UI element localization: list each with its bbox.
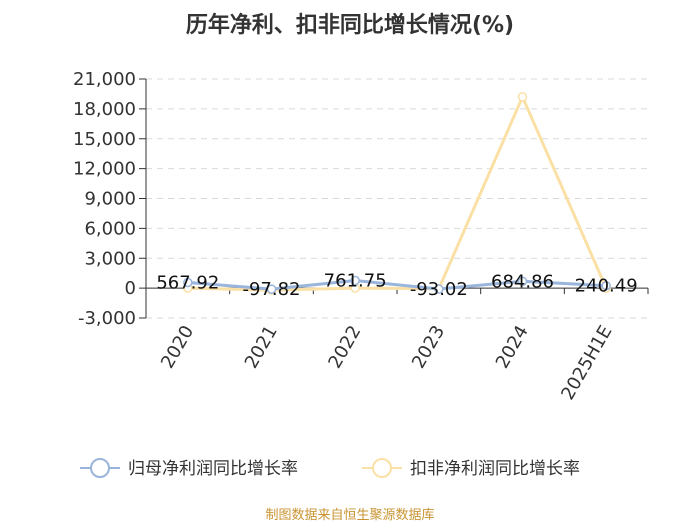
legend-item-series2[interactable]: 扣非净利润同比增长率 <box>362 458 580 479</box>
x-tick-label: 2025H1E <box>557 322 616 404</box>
series-point-1 <box>601 280 611 291</box>
x-axis-ticks: 2020 2021 2022 2023 2024 2025H1E <box>145 288 649 404</box>
y-tick-label: 3,000 <box>84 248 136 269</box>
series-point-1 <box>183 277 193 288</box>
series-point-2 <box>517 92 528 102</box>
y-tick-label: 18,000 <box>73 99 136 120</box>
series-point-1 <box>266 284 277 294</box>
data-label: 240.49 <box>575 276 638 297</box>
grid <box>146 78 648 319</box>
x-tick-label: 2021 <box>241 322 282 372</box>
chart-title: 历年净利、扣非同比增长情况(%) <box>186 12 514 38</box>
axes <box>145 79 648 318</box>
series-point-1 <box>350 275 360 286</box>
x-tick-label: 2020 <box>157 322 198 372</box>
legend-marker-icon <box>372 458 392 478</box>
x-tick-label: 2024 <box>492 322 533 372</box>
data-label: -93.02 <box>410 279 468 300</box>
source-note: 制图数据来自恒生聚源数据库 <box>265 507 434 523</box>
y-tick-label: 15,000 <box>73 129 136 150</box>
legend-label-series1: 归母净利润同比增长率 <box>128 459 298 479</box>
y-tick-label: 6,000 <box>84 218 136 239</box>
legend-marker-icon <box>90 458 110 478</box>
data-label: -97.82 <box>242 279 300 300</box>
data-labels: 567.92 -97.82 761.75 -93.02 684.86 240.49 <box>156 271 637 301</box>
y-tick-label: -3,000 <box>78 308 136 329</box>
legend: 归母净利润同比增长率 扣非净利润同比增长率 <box>80 458 580 479</box>
series-line-2 <box>187 95 608 292</box>
y-tick-label: 12,000 <box>73 159 136 180</box>
data-label: 684.86 <box>491 271 554 292</box>
series-point-1 <box>517 276 528 287</box>
y-tick-label: 0 <box>125 278 136 299</box>
y-tick-label: 9,000 <box>84 189 136 210</box>
series-group <box>183 92 611 295</box>
data-label: 567.92 <box>156 272 219 293</box>
x-tick-label: 2022 <box>324 322 365 372</box>
x-tick-label: 2023 <box>408 322 449 372</box>
legend-label-series2: 扣非净利润同比增长率 <box>410 459 580 479</box>
series-line-1 <box>187 279 607 291</box>
y-tick-label: 21,000 <box>73 69 136 90</box>
series-point-1 <box>434 284 444 294</box>
legend-item-series1[interactable]: 归母净利润同比增长率 <box>80 458 298 479</box>
y-axis-ticks: 21,000 18,000 15,000 12,000 9,000 6,000 3,000 0… <box>73 69 146 329</box>
data-label: 761.75 <box>324 271 387 292</box>
